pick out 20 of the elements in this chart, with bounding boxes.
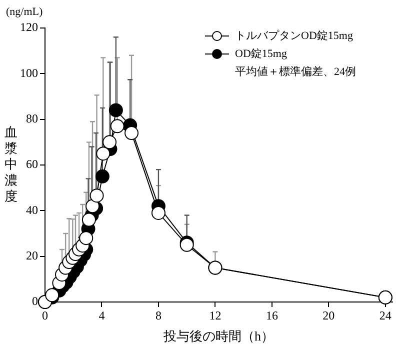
y-tick-label: 40 [26,202,38,217]
legend-label: トルバプタンOD錠15mg [235,28,354,42]
x-tick-label: 12 [209,308,222,322]
legend-label: OD錠15mg [235,48,288,60]
y-tick-label: 80 [26,111,38,126]
y-tick-label: 60 [26,157,38,172]
y-tick-label: 100 [20,66,38,80]
y-axis-title: 血漿中濃度 [4,124,18,204]
annotation: 平均値＋標準偏差、24例 [235,66,356,78]
x-tick-label: 20 [322,308,335,322]
y-tick-label: 20 [26,248,38,262]
x-tick-label: 4 [98,308,105,322]
y-tick-label: 0 [32,294,38,308]
x-tick-label: 16 [266,308,278,322]
x-tick-label: 8 [155,308,162,322]
y-tick-label: 120 [20,20,38,34]
x-tick-label: 24 [379,308,392,322]
x-axis-title: 投与後の時間（h） [162,328,274,344]
x-tick-label: 0 [42,308,48,322]
text: (ng/mL) [6,6,43,18]
